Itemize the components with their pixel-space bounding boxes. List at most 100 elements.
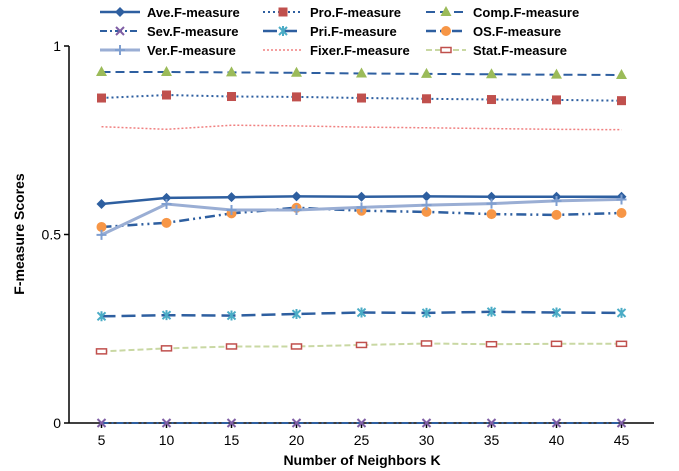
legend-item-stat-f-measure: Stat.F-measure: [426, 43, 567, 58]
y-tick-label: 0.5: [42, 227, 62, 243]
pri-f-measure-point: [226, 310, 237, 321]
os-f-measure-point: [96, 221, 107, 232]
pri-f-measure-point: [486, 306, 497, 317]
y-axis-title: F-measure Scores: [11, 173, 27, 295]
pro-f-measure-point: [422, 94, 431, 104]
ave-f-measure-point: [96, 198, 107, 209]
os-f-measure-point: [486, 209, 497, 220]
comp-f-measure-point: [291, 66, 302, 77]
legend-label: Pri.F-measure: [310, 24, 397, 39]
comp-f-measure-point: [551, 68, 562, 79]
legend-item-sev-f-measure: Sev.F-measure: [100, 24, 239, 39]
legend-label: OS.F-measure: [473, 24, 561, 39]
stat-f-measure-line: [101, 342, 622, 353]
comp-f-measure-point: [421, 67, 432, 78]
pri-f-measure-point: [291, 309, 302, 320]
legend-item-ver-f-measure: Ver.F-measure: [100, 43, 236, 58]
stat-f-measure-point: [550, 340, 563, 348]
sev-f-measure-point: [421, 418, 432, 428]
series-sev-f-measure: [96, 418, 627, 428]
x-tick-label: 15: [224, 432, 240, 448]
os-f-measure-point: [551, 209, 562, 220]
pri-f-measure-point: [356, 307, 367, 318]
x-tick-label: 20: [289, 432, 305, 448]
ver-f-measure-point: [421, 200, 432, 211]
legend-item-os-f-measure: OS.F-measure: [426, 24, 561, 39]
legend-marker: [440, 6, 452, 16]
legend-item-pri-f-measure: Pri.F-measure: [263, 24, 397, 39]
stat-f-measure-point: [95, 348, 108, 355]
y-tick-label: 0: [53, 415, 61, 431]
pri-f-measure-point: [161, 310, 172, 321]
x-tick-label: 5: [98, 432, 106, 448]
stat-f-measure-point: [355, 341, 368, 349]
pro-f-measure-point: [97, 93, 106, 103]
x-tick-label: 10: [159, 432, 175, 448]
stat-f-measure-point: [485, 340, 498, 348]
comp-f-measure-point: [616, 69, 627, 80]
comp-f-measure-point: [96, 66, 107, 77]
y-tick-label: 1: [53, 38, 61, 54]
ver-f-measure-point: [96, 229, 107, 240]
ave-f-measure-point: [356, 191, 367, 202]
legend-item-fixer-f-measure: Fixer.F-measure: [263, 43, 410, 58]
ver-f-measure-point: [616, 194, 627, 205]
series-ave-f-measure: [96, 191, 627, 209]
ave-f-measure-point: [161, 192, 172, 203]
sev-f-measure-point: [96, 418, 107, 428]
legend-label: Ave.F-measure: [147, 5, 240, 20]
legend-marker: [441, 26, 451, 36]
pro-f-measure-point: [162, 90, 171, 100]
pri-f-measure-point: [551, 307, 562, 318]
legend-marker: [440, 46, 452, 54]
series-fixer-f-measure: [101, 124, 622, 131]
comp-f-measure-point: [226, 66, 237, 77]
ave-f-measure-point: [421, 191, 432, 202]
ticks: 00.515 10 15 20 25 30 35 40 45: [42, 38, 630, 448]
pro-f-measure-point: [292, 92, 301, 102]
legend-marker: [115, 7, 125, 17]
ver-f-measure-point: [161, 198, 172, 209]
legend-marker: [278, 7, 288, 17]
legend-item-ave-f-measure: Ave.F-measure: [100, 5, 240, 20]
series-pri-f-measure: [96, 306, 627, 322]
x-tick-label: 30: [419, 432, 435, 448]
legend-label: Comp.F-measure: [473, 5, 579, 20]
x-axis-title: Number of Neighbors K: [283, 452, 440, 468]
stat-f-measure-point: [160, 345, 173, 352]
sev-f-measure-point: [616, 418, 627, 428]
ver-f-measure-point: [356, 202, 367, 213]
pri-f-measure-point: [96, 311, 107, 322]
sev-f-measure-point: [161, 418, 172, 428]
x-tick-label: 40: [549, 432, 565, 448]
legend-item-comp-f-measure: Comp.F-measure: [426, 5, 579, 20]
pro-f-measure-point: [487, 95, 496, 105]
legend-label: Fixer.F-measure: [310, 43, 410, 58]
legend-label: Sev.F-measure: [147, 24, 239, 39]
series-comp-f-measure: [96, 66, 627, 80]
x-tick-label: 45: [614, 432, 630, 448]
ver-f-measure-point: [486, 198, 497, 209]
series-lines: [95, 66, 628, 428]
pro-f-measure-point: [617, 96, 626, 106]
ver-f-measure-point: [551, 195, 562, 206]
comp-f-measure-point: [356, 67, 367, 78]
fixer-f-measure-line: [101, 124, 622, 131]
pri-f-measure-point: [616, 307, 627, 318]
series-stat-f-measure: [95, 340, 628, 355]
stat-f-measure-point: [225, 343, 238, 350]
ver-f-measure-point: [226, 204, 237, 215]
os-f-measure-point: [161, 217, 172, 228]
sev-f-measure-point: [551, 418, 562, 428]
axes: [68, 46, 654, 424]
sev-f-measure-point: [226, 418, 237, 428]
sev-f-measure-point: [486, 418, 497, 428]
pro-f-measure-point: [552, 95, 561, 105]
x-tick-label: 25: [354, 432, 370, 448]
ver-f-measure-point: [291, 204, 302, 215]
legend-label: Ver.F-measure: [147, 43, 236, 58]
stat-f-measure-point: [615, 340, 628, 348]
comp-f-measure-point: [486, 68, 497, 79]
pro-f-measure-point: [357, 93, 366, 103]
